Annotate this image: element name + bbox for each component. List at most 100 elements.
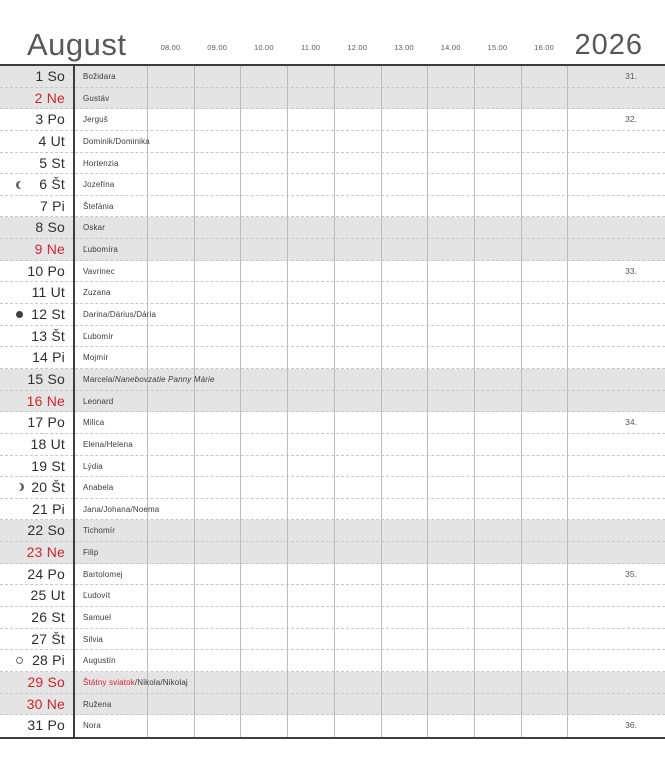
day-row[interactable]: 14 Pi Mojmír: [0, 347, 665, 369]
time-label: 15.00: [487, 43, 508, 52]
day-label: 3 Po: [0, 109, 65, 130]
day-number: 24: [27, 565, 44, 582]
time-label: 09.00: [207, 43, 228, 52]
day-label: 31 Po: [0, 715, 65, 737]
day-row[interactable]: 16 Ne Leonard: [0, 390, 665, 413]
day-label: 11 Ut: [0, 282, 65, 303]
day-label: 21 Pi: [0, 499, 65, 520]
weekday-abbr: Ut: [50, 284, 65, 301]
nameday-label: Božidara: [83, 66, 116, 87]
day-row[interactable]: 21 Pi Jana/Johana/Noema: [0, 498, 665, 521]
day-label: 28 Pi: [0, 650, 65, 671]
day-label: 27 Št: [0, 629, 65, 650]
day-row[interactable]: 25 Ut Ľudovít: [0, 585, 665, 608]
day-row[interactable]: 7 Pi Štefánia: [0, 195, 665, 218]
nameday-label: Filip: [83, 542, 98, 563]
nameday-text: Lýdia: [83, 461, 103, 471]
day-row[interactable]: 29 So Štátny sviatok/Nikola/Nikolaj: [0, 671, 665, 694]
day-label: 10 Po: [0, 261, 65, 282]
nameday-text: Štefánia: [83, 201, 114, 211]
weekday-abbr: Št: [51, 630, 65, 647]
day-row[interactable]: 10 Po Vavrinec 33.: [0, 260, 665, 283]
day-row[interactable]: 19 St Lýdia: [0, 455, 665, 478]
nameday-label: Oskar: [83, 217, 105, 238]
day-row[interactable]: 8 So Oskar: [0, 217, 665, 240]
nameday-text: Ružena: [83, 699, 112, 709]
day-number: 10: [27, 262, 44, 279]
nameday-text: Silvia: [83, 634, 104, 644]
day-row[interactable]: 31 Po Nora 36.: [0, 715, 665, 737]
time-label: 12.00: [347, 43, 368, 52]
nameday-label: Nora: [83, 715, 101, 737]
time-label: 16.00: [534, 43, 554, 52]
day-row[interactable]: 12 St Darina/Dárius/Dária: [0, 304, 665, 326]
time-label: 10.00: [254, 43, 274, 52]
day-row[interactable]: 18 Ut Elena/Helena: [0, 433, 665, 456]
day-row[interactable]: 15 So Marcela/Nanebovzatie Panny Márie: [0, 368, 665, 391]
day-row[interactable]: 5 St Hortenzia: [0, 152, 665, 175]
weekday-abbr: Ne: [46, 241, 65, 258]
day-label: 25 Ut: [0, 585, 65, 606]
nameday-label: Milica: [83, 412, 104, 433]
weekday-abbr: Pi: [52, 500, 65, 517]
day-row[interactable]: 28 Pi Augustín: [0, 650, 665, 672]
weekday-abbr: Ut: [50, 132, 65, 149]
nameday-label: Jana/Johana/Noema: [83, 499, 159, 520]
nameday-text: Ľubomír: [83, 331, 114, 341]
nameday-text: Ľubomíra: [83, 245, 118, 255]
week-number: 32.: [625, 114, 637, 125]
nameday-text: Milica: [83, 418, 105, 428]
nameday-label: Anabela: [83, 477, 113, 498]
day-row[interactable]: 13 Št Ľubomír: [0, 325, 665, 348]
day-row[interactable]: 17 Po Milica 34.: [0, 412, 665, 434]
day-row[interactable]: 22 So Tichomír: [0, 520, 665, 543]
day-label: 18 Ut: [0, 434, 65, 455]
day-row[interactable]: 6 Št Jozefína: [0, 174, 665, 196]
weekday-abbr: So: [47, 370, 65, 387]
day-label: 16 Ne: [0, 391, 65, 412]
day-number: 29: [27, 673, 44, 690]
day-number: 8: [35, 219, 44, 236]
weekday-abbr: So: [47, 219, 65, 236]
day-number: 21: [32, 500, 49, 517]
day-row[interactable]: 30 Ne Ružena: [0, 693, 665, 716]
nameday-text: Leonard: [83, 396, 114, 406]
day-row[interactable]: 2 Ne Gustáv: [0, 87, 665, 110]
nameday-text: Zuzana: [83, 288, 111, 298]
day-number: 4: [38, 132, 47, 149]
week-number: 36.: [625, 720, 637, 731]
day-row[interactable]: 1 So Božidara 31.: [0, 66, 665, 88]
weekday-abbr: So: [47, 673, 65, 690]
weekday-abbr: St: [51, 609, 65, 626]
weekday-abbr: Po: [47, 565, 65, 582]
day-row[interactable]: 9 Ne Ľubomíra: [0, 239, 665, 261]
day-number: 11: [31, 284, 47, 301]
day-row[interactable]: 23 Ne Filip: [0, 542, 665, 564]
nameday-label: Gustáv: [83, 88, 109, 109]
day-row[interactable]: 20 Št Anabela: [0, 477, 665, 499]
week-number: 31.: [625, 71, 637, 81]
day-row[interactable]: 4 Ut Dominik/Dominika: [0, 130, 665, 153]
nameday-label: Darina/Dárius/Dária: [83, 304, 156, 325]
nameday-label: Tichomír: [83, 520, 115, 541]
nameday-label: Lýdia: [83, 456, 103, 477]
page-title: August: [27, 27, 127, 62]
day-number: 19: [31, 457, 48, 474]
day-row[interactable]: 26 St Samuel: [0, 607, 665, 629]
weekday-abbr: St: [51, 306, 65, 323]
day-number: 16: [26, 392, 43, 409]
day-row[interactable]: 24 Po Bartolomej 35.: [0, 563, 665, 586]
day-row[interactable]: 11 Ut Zuzana: [0, 282, 665, 305]
nameday-text: Marcela/: [83, 374, 115, 384]
day-number: 30: [26, 695, 43, 712]
day-number: 23: [26, 544, 43, 561]
nameday-label: Elena/Helena: [83, 434, 133, 455]
nameday-text: Mojmír: [83, 353, 109, 363]
nameday-label: Bartolomej: [83, 564, 123, 585]
nameday-label: Mojmír: [83, 347, 108, 368]
weekday-abbr: Ne: [46, 392, 65, 409]
day-row[interactable]: 27 Št Silvia: [0, 628, 665, 651]
nameday-text: Samuel: [83, 613, 112, 623]
day-row[interactable]: 3 Po Jerguš 32.: [0, 109, 665, 131]
